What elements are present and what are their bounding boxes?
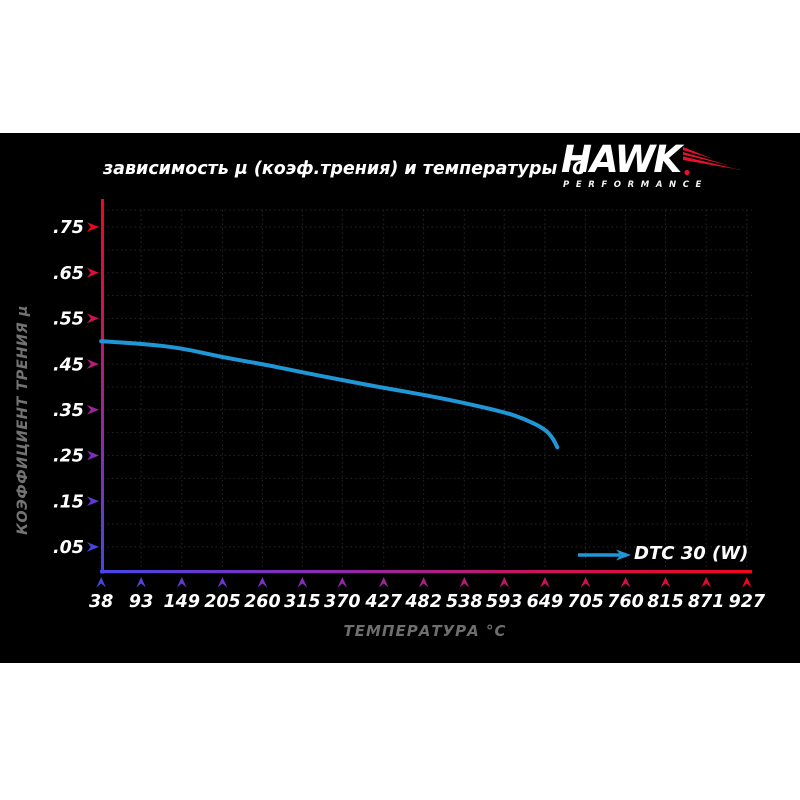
x-tick-label: 760: [607, 592, 644, 612]
hawk-logo-row: HAWK: [561, 138, 753, 181]
y-tick-arrow-icon: [87, 359, 99, 369]
x-tick-label: 538: [446, 592, 483, 612]
chart-panel: зависимость μ (коэф.трения) и температур…: [0, 133, 800, 663]
x-tick-label: 38: [89, 592, 113, 612]
y-tick-arrow-icon: [87, 267, 99, 278]
x-tick-label: 815: [647, 592, 684, 612]
y-tick-arrow-icon: [87, 450, 99, 461]
x-tick-arrow-icon: [742, 577, 752, 588]
x-tick-label: 705: [567, 592, 604, 612]
gridlines: [100, 209, 752, 570]
x-tick-label: 93: [129, 592, 153, 612]
x-tick-arrow-icon: [257, 577, 268, 588]
y-tick-label: .15: [53, 492, 84, 512]
legend-series-label: DTC 30 (W): [634, 543, 749, 564]
y-tick-label: .35: [53, 401, 84, 421]
x-tick-label: 427: [364, 592, 402, 612]
x-tick-arrow-icon: [459, 577, 470, 588]
x-tick-arrow-icon: [701, 577, 711, 588]
series-curve: [99, 339, 560, 450]
y-tick-label: .25: [53, 447, 84, 467]
x-tick-label: 205: [204, 592, 241, 612]
chart-title: зависимость μ (коэф.трения) и температур…: [103, 159, 585, 179]
x-tick-label: 482: [404, 592, 442, 612]
y-axis-line: [101, 199, 104, 574]
hawk-wing-icon: [683, 147, 742, 176]
y-tick-arrow-icon: [87, 222, 99, 232]
x-axis-title: ТЕМПЕРАТУРА °C: [343, 622, 507, 640]
hawk-logo-subtext: PERFORMANCE: [563, 179, 708, 190]
x-tick-arrow-icon: [337, 577, 348, 588]
y-tick-label: .75: [53, 218, 84, 238]
y-tick-arrow-icon: [87, 496, 99, 506]
x-tick-arrow-icon: [378, 577, 389, 588]
y-tick-label: .45: [53, 355, 84, 375]
x-tick-arrow-icon: [217, 577, 228, 588]
x-tick-arrow-icon: [297, 577, 308, 588]
x-tick-arrow-icon: [580, 577, 591, 588]
x-tick-arrow-icon: [620, 577, 631, 588]
x-tick-arrow-icon: [540, 577, 550, 588]
y-tick-arrow-icon: [87, 542, 99, 552]
y-tick-arrow-icon: [87, 405, 99, 415]
x-tick-label: 927: [729, 592, 766, 612]
x-tick-arrow-icon: [499, 577, 510, 588]
x-tick-arrow-icon: [660, 577, 671, 588]
legend-arrow-icon: [616, 549, 631, 561]
x-tick-label: 260: [244, 592, 281, 612]
x-tick-arrow-icon: [136, 577, 146, 588]
hawk-logo: HAWK PERFORMANCE: [561, 138, 753, 190]
y-axis-title: КОЭФФИЦИЕНТ ТРЕНИЯ μ: [15, 305, 31, 535]
y-tick-label: .05: [53, 538, 84, 558]
x-tick-label: 149: [164, 592, 201, 612]
x-tick-label: 370: [324, 592, 361, 612]
x-tick-arrow-icon: [96, 577, 106, 588]
x-tick-label: 315: [284, 592, 321, 612]
y-tick-label: .55: [53, 310, 84, 330]
x-tick-label: 649: [527, 592, 564, 612]
y-tick-label: .65: [53, 264, 84, 284]
hawk-logo-wordmark: HAWK: [561, 138, 682, 181]
x-tick-label: 593: [486, 592, 523, 612]
x-tick-arrow-icon: [176, 577, 187, 588]
x-axis-line: [100, 570, 752, 574]
x-tick-arrow-icon: [418, 577, 429, 588]
plot-area: .75 .65 .55 .45 .35 .25 .15 .05 38 93 149 205 260 315…: [53, 199, 766, 612]
x-tick-label: 871: [688, 592, 725, 612]
y-tick-arrow-icon: [87, 313, 99, 324]
